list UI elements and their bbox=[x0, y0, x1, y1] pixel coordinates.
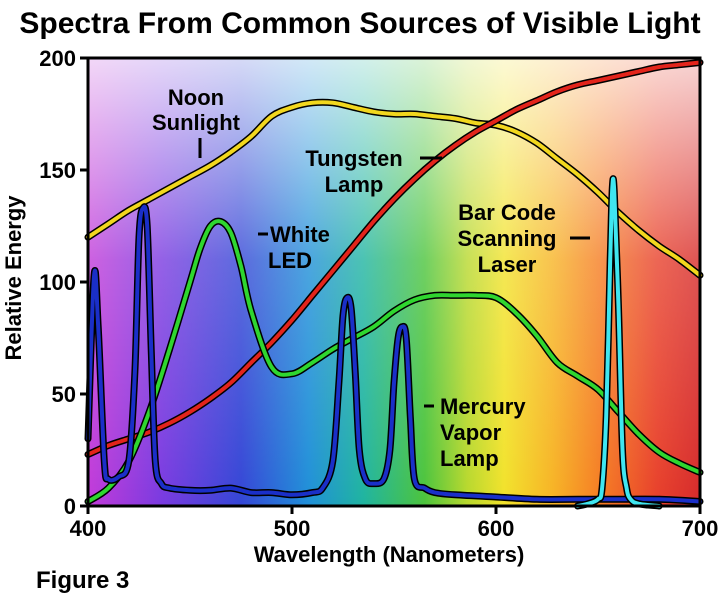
x-tick-label: 600 bbox=[478, 516, 515, 541]
y-axis-label: Relative Energy bbox=[1, 195, 26, 361]
annotation-sunlight: Noon Sunlight bbox=[152, 85, 241, 158]
series-white-led bbox=[84, 217, 704, 505]
x-tick-label: 400 bbox=[70, 516, 107, 541]
annotation-mercury-line3: Lamp bbox=[440, 446, 499, 471]
plot-frame bbox=[86, 56, 702, 508]
series-noon-sunlight bbox=[84, 98, 704, 279]
x-tick-label: 700 bbox=[682, 516, 719, 541]
x-axis-label: Wavelength (Nanometers) bbox=[254, 542, 525, 567]
series-line bbox=[575, 176, 662, 508]
annotation-tungsten-line1: Tungsten bbox=[305, 146, 402, 171]
series-bar-code-scanning-laser bbox=[574, 175, 663, 510]
y-tick-label: 150 bbox=[39, 158, 76, 183]
annotation-laser-line3: Laser bbox=[478, 252, 537, 277]
annotation-led: White LED bbox=[258, 222, 330, 273]
annotation-mercury-line1: Mercury bbox=[440, 394, 526, 419]
annotation-mercury: Mercury Vapor Lamp bbox=[424, 394, 526, 471]
series-line bbox=[86, 204, 702, 504]
series-layer bbox=[84, 59, 704, 510]
annotation-mercury-line2: Vapor bbox=[440, 420, 502, 445]
y-tick-label: 0 bbox=[64, 494, 76, 519]
x-tick-label: 500 bbox=[274, 516, 311, 541]
annotation-tungsten-line2: Lamp bbox=[325, 172, 384, 197]
chart-title: Spectra From Common Sources of Visible L… bbox=[19, 7, 700, 40]
annotation-laser-line1: Bar Code bbox=[458, 200, 556, 225]
series-line bbox=[86, 60, 702, 457]
annotation-sunlight-line2: Sunlight bbox=[152, 110, 241, 135]
series-mercury-vapor-lamp bbox=[84, 203, 704, 505]
annotation-tungsten: Tungsten Lamp bbox=[305, 146, 442, 197]
y-tick-label: 200 bbox=[39, 46, 76, 71]
annotation-laser-line2: Scanning bbox=[457, 226, 556, 251]
y-tick-label: 100 bbox=[39, 270, 76, 295]
axis-ticks: 0 50 100 150 200 400 500 600 700 bbox=[39, 46, 718, 541]
figure-label: Figure 3 bbox=[36, 567, 129, 594]
series-line bbox=[86, 100, 702, 278]
y-tick-label: 50 bbox=[52, 382, 76, 407]
series-line bbox=[86, 219, 702, 504]
annotation-laser: Bar Code Scanning Laser bbox=[457, 200, 590, 277]
annotation-led-line2: LED bbox=[268, 248, 312, 273]
series-tungsten-lamp bbox=[84, 59, 704, 458]
annotation-sunlight-line1: Noon bbox=[168, 85, 224, 110]
annotation-led-line1: White bbox=[270, 222, 330, 247]
